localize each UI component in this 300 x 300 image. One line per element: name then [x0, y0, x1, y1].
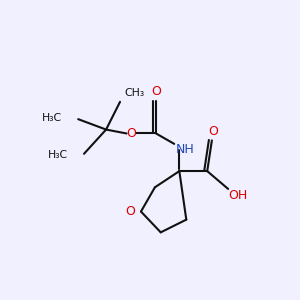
Text: O: O — [208, 125, 218, 138]
Text: NH: NH — [176, 143, 195, 156]
Text: O: O — [126, 205, 135, 218]
Text: CH₃: CH₃ — [124, 88, 144, 98]
Text: H₃C: H₃C — [42, 113, 62, 124]
Text: H₃C: H₃C — [48, 150, 68, 161]
Text: OH: OH — [228, 189, 247, 202]
Text: O: O — [151, 85, 161, 98]
Text: O: O — [127, 127, 136, 140]
